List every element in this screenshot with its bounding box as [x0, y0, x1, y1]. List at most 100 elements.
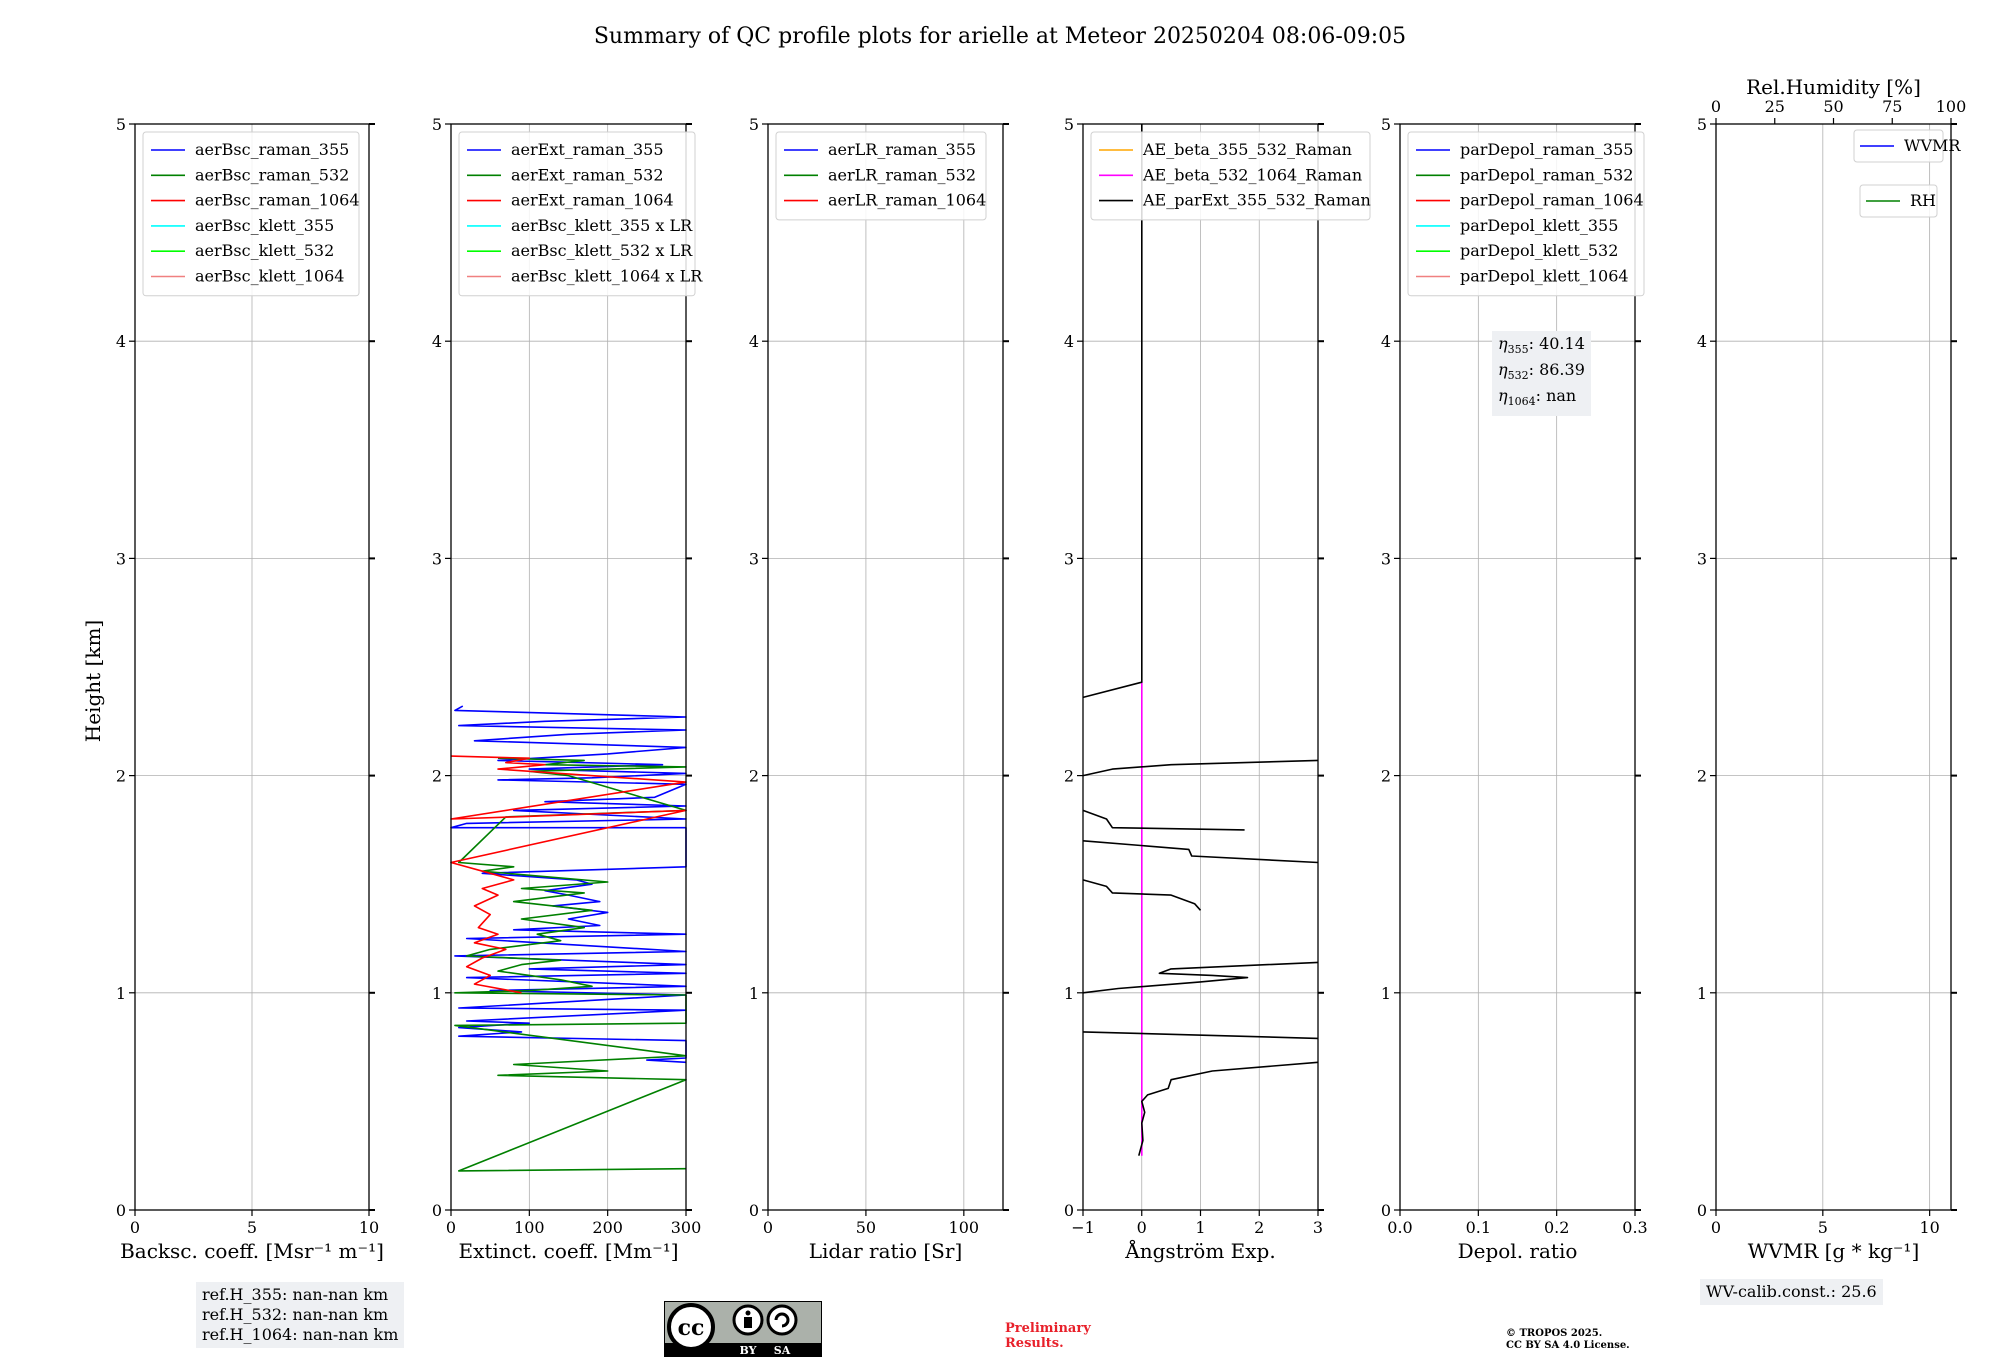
x-axis-label: Ångström Exp. [1124, 1238, 1275, 1263]
cc-logo-icon [667, 1303, 715, 1351]
legend: aerExt_raman_355 aerExt_raman_532 aerExt_r… [458, 131, 703, 297]
x-tick-label: 50 [856, 1218, 876, 1237]
x-tick-label: 5 [247, 1218, 257, 1237]
legend-label: aerBsc_raman_355 [195, 140, 349, 159]
x-tick-label: 0 [130, 1218, 140, 1237]
y-tick-label: 0 [1381, 1201, 1391, 1220]
series-line-AE_parExt_355_532_Raman [1082, 124, 1143, 699]
x-tick-label: 10 [359, 1218, 379, 1237]
y-tick-label: 5 [1381, 115, 1391, 134]
y-tick-label: 4 [432, 332, 442, 351]
legend-box [1090, 131, 1371, 221]
series-line-AE_parExt_355_532_Raman [1082, 809, 1245, 831]
legend-label: AE_parExt_355_532_Raman [1142, 191, 1371, 210]
legend-box [775, 131, 987, 221]
x-tick-label: 0.0 [1387, 1218, 1412, 1237]
series-line-AE_parExt_355_532_Raman [1082, 1031, 1319, 1040]
y-tick-label: 0 [1064, 1201, 1074, 1220]
legend: aerBsc_raman_355 aerBsc_raman_532 aerBsc_r… [142, 131, 360, 297]
wv-calib-box: WV-calib.const.: 25.6 [1700, 1279, 1883, 1305]
top-x-tick-label: 50 [1823, 97, 1843, 116]
panel-depol: 0.0 0.1 0.2 0.3 0 1 2 3 4 5 Depol. ratio parDepol_r… [1381, 115, 1648, 1263]
legend-label: aerLR_raman_1064 [828, 191, 986, 210]
y-tick-label: 2 [116, 767, 126, 786]
panel-extinction: 0 100 200 300 0 1 2 3 4 5 Extinct. coeff. [Mm⁻¹] ae… [432, 115, 703, 1263]
x-axis-label: Backsc. coeff. [Msr⁻¹ m⁻¹] [120, 1239, 384, 1263]
x-tick-label: 2 [1254, 1218, 1264, 1237]
x-axis-label: WVMR [g * kg⁻¹] [1748, 1239, 1920, 1263]
preliminary-note: Preliminary Results. [1005, 1321, 1091, 1351]
x-tick-label: 0 [763, 1218, 773, 1237]
eta-532-row: η532: 86.39 [1498, 360, 1585, 383]
legend-label: parDepol_klett_532 [1460, 241, 1618, 260]
y-tick-label: 1 [1064, 984, 1074, 1003]
axes-frame [1715, 123, 1952, 1211]
y-tick-label: 3 [1697, 549, 1707, 568]
legend-label: aerExt_raman_532 [511, 165, 664, 184]
legend-label: WVMR [1904, 136, 1961, 155]
legend-label: aerBsc_klett_1064 [195, 267, 344, 286]
legend-box [1853, 129, 1944, 163]
x-tick-label: 300 [671, 1218, 702, 1237]
legend-box [142, 131, 360, 297]
y-tick-label: 2 [1381, 767, 1391, 786]
eta-box: η355: 40.14 η532: 86.39 η1064: nan [1492, 331, 1591, 416]
legend-label: aerLR_raman_355 [828, 140, 976, 159]
legend-box [1407, 131, 1645, 297]
top-x-tick-label: 100 [1936, 97, 1967, 116]
y-tick-label: 4 [116, 332, 126, 351]
x-tick-label: 0.2 [1544, 1218, 1569, 1237]
cc-logo-text: cc [678, 1315, 705, 1341]
y-axis-label: Height [km] [81, 620, 105, 742]
legend: aerLR_raman_355 aerLR_raman_532 aerLR_rama… [775, 131, 987, 221]
x-tick-label: 0 [1711, 1218, 1721, 1237]
legend-label: aerBsc_klett_532 [195, 241, 334, 260]
axes-frame [767, 123, 1004, 1211]
y-tick-label: 4 [749, 332, 759, 351]
x-tick-label: 10 [1919, 1218, 1939, 1237]
legend-label: aerBsc_klett_532 x LR [511, 241, 693, 260]
legend-label: AE_beta_532_1064_Raman [1142, 165, 1362, 184]
series-line-AE_parExt_355_532_Raman [1138, 1061, 1319, 1156]
x-tick-label: 0.1 [1466, 1218, 1491, 1237]
axes-frame [450, 123, 687, 1211]
x-tick-label: 200 [592, 1218, 623, 1237]
legend: parDepol_raman_355 parDepol_raman_532 parD… [1407, 131, 1645, 297]
series-line-AE_parExt_355_532_Raman [1082, 759, 1319, 777]
y-tick-label: 4 [1064, 332, 1074, 351]
x-axis-label: Depol. ratio [1458, 1239, 1578, 1263]
y-tick-label: 0 [1697, 1201, 1707, 1220]
y-tick-label: 3 [749, 549, 759, 568]
x-tick-label: 0 [446, 1218, 456, 1237]
panel-backscatter: 0 5 10 0 1 2 3 4 5 Backsc. coeff. [Msr⁻¹ m⁻¹] aerB… [116, 115, 384, 1263]
x-tick-label: 3 [1313, 1218, 1323, 1237]
legend-label: aerBsc_klett_355 x LR [511, 216, 693, 235]
legend-label: aerBsc_klett_355 [195, 216, 334, 235]
series-line-AE_parExt_355_532_Raman [1082, 961, 1319, 994]
x-tick-label: −1 [1071, 1218, 1095, 1237]
legend: WVMR RH [1853, 129, 1961, 218]
legend-label: parDepol_klett_355 [1460, 216, 1618, 235]
y-tick-label: 5 [432, 115, 442, 134]
y-tick-label: 1 [749, 984, 759, 1003]
copyright-note: © TROPOS 2025. CC BY SA 4.0 License. [1506, 1328, 1630, 1351]
eta-355-row: η355: 40.14 [1498, 334, 1585, 357]
x-axis-label: Lidar ratio [Sr] [809, 1239, 963, 1263]
y-tick-label: 0 [749, 1201, 759, 1220]
x-tick-label: 0.3 [1622, 1218, 1647, 1237]
legend-label: aerExt_raman_1064 [511, 191, 674, 210]
y-tick-label: 0 [432, 1201, 442, 1220]
wv-calib-text: WV-calib.const.: 25.6 [1706, 1282, 1877, 1301]
legend-box [458, 131, 696, 297]
y-tick-label: 5 [749, 115, 759, 134]
legend-label: aerBsc_klett_1064 x LR [511, 267, 703, 286]
axes-frame [1399, 123, 1636, 1211]
eta-1064-row: η1064: nan [1498, 386, 1577, 409]
legend-label: AE_beta_355_532_Raman [1142, 140, 1352, 159]
legend-label: aerLR_raman_532 [828, 165, 976, 184]
panel-lidarratio: 0 50 100 0 1 2 3 4 5 Lidar ratio [Sr] aerLR_raman_… [749, 115, 1009, 1263]
